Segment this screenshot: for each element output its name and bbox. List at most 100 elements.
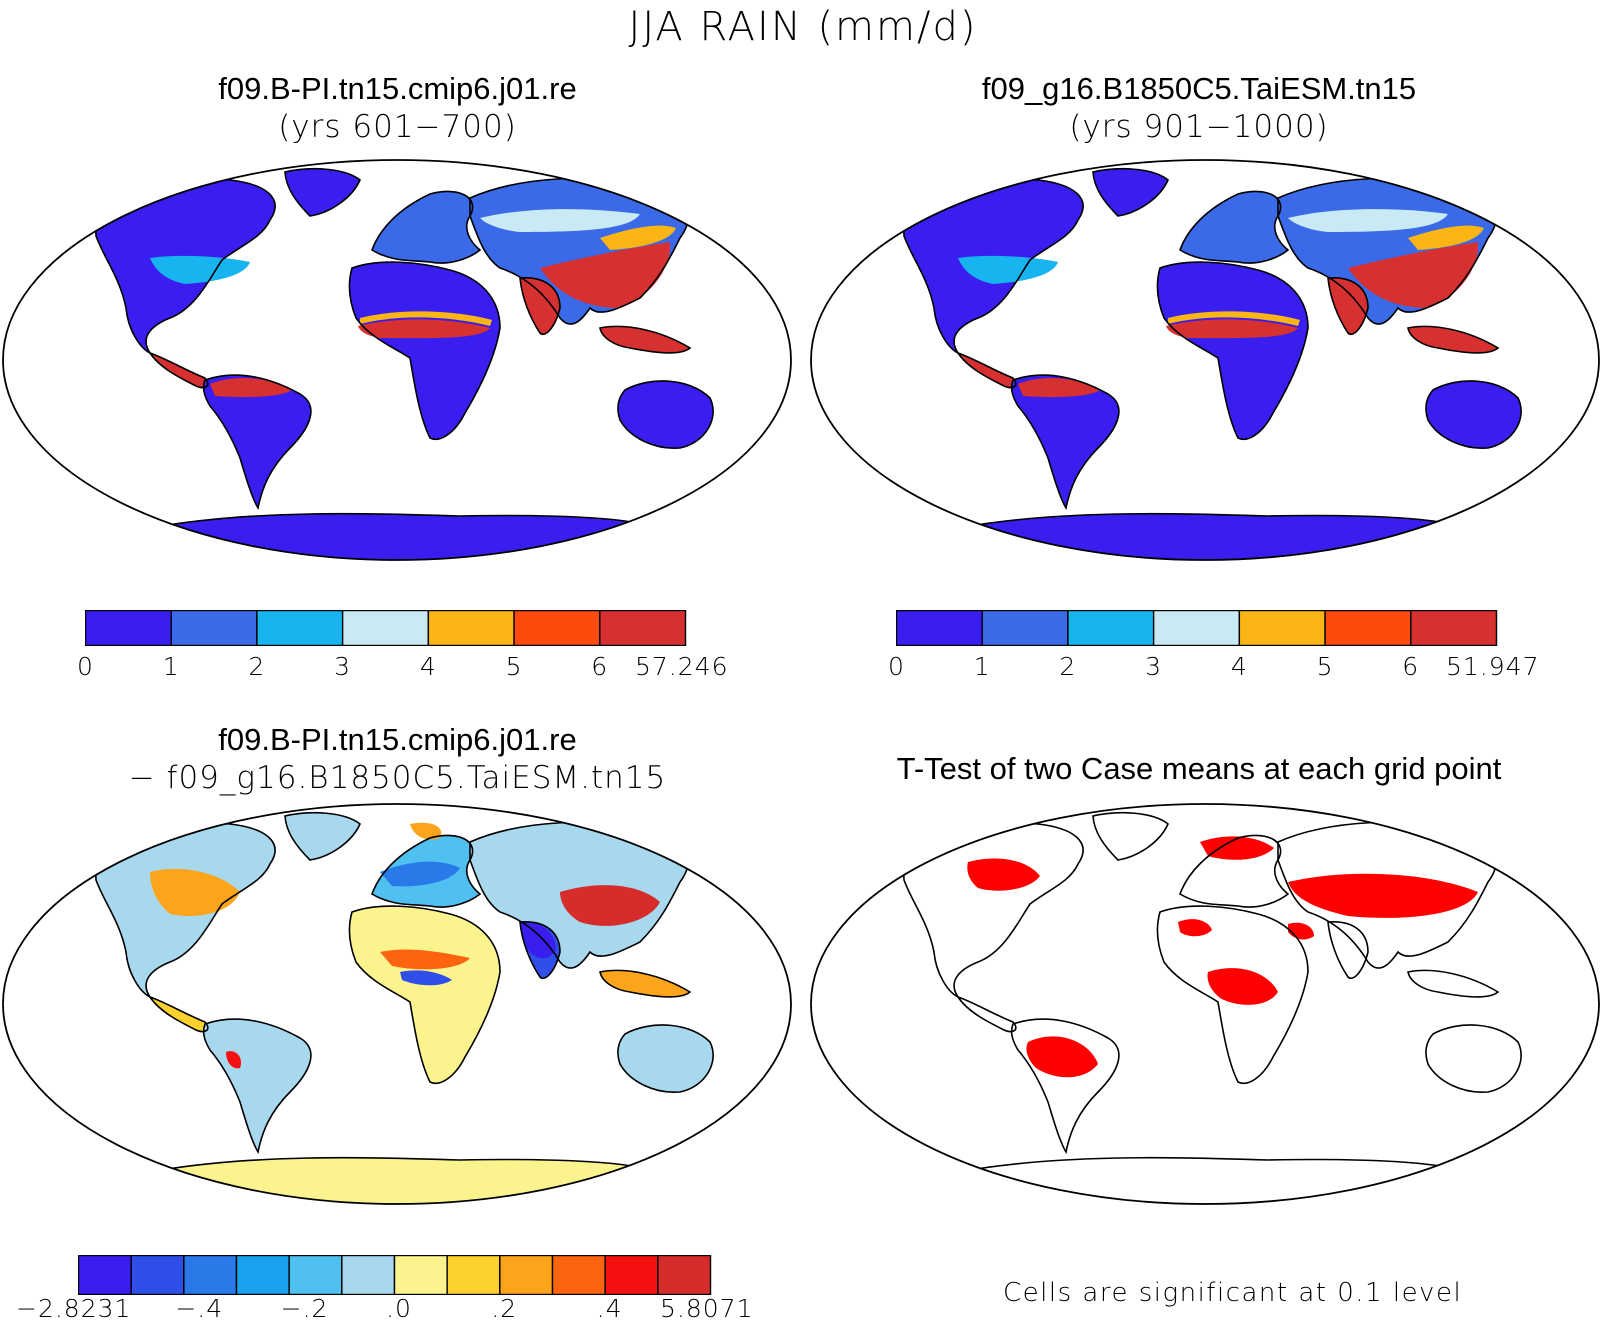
colorbar-bottom-left-box-3	[235, 1255, 290, 1295]
colorbar-top-right	[896, 610, 1498, 646]
map-bottom-left-australia-fill	[617, 1024, 714, 1093]
map-bottom-right-south-america-coast	[1010, 1018, 1120, 1155]
map-bottom-left-india-se-asia-coast	[519, 921, 561, 979]
colorbar-top-left-box-0	[85, 610, 172, 646]
map-bottom-right-maritime-continent-coast	[1407, 969, 1500, 998]
map-bottom-right-india-se-asia-coast	[1327, 921, 1369, 979]
map-top-right-africa-fill	[1157, 262, 1308, 440]
map-top-left-europe-coast	[371, 190, 482, 264]
colorbar-tick-top-left-4: 4	[419, 652, 437, 681]
map-bottom-right-central-america-coast	[956, 995, 1017, 1033]
map-top-left-australia-coast	[617, 380, 714, 449]
colorbar-tick-top-right-4: 4	[1230, 652, 1248, 681]
panel-title-top-left-line2: (yrs 601−700)	[278, 109, 517, 145]
colorbar-top-left-box-1	[170, 610, 258, 646]
map-top-left-south-america-coast	[202, 374, 312, 511]
figure-title: JJA RAIN (mm/d)	[628, 4, 978, 50]
map-bottom-left-south-america-positive	[226, 1051, 242, 1069]
colorbar-bottom-left-box-4	[288, 1255, 343, 1295]
map-top-right-india-se-asia-coast	[1327, 277, 1369, 335]
colorbar-top-right-box-3	[1152, 610, 1241, 646]
map-top-left-india-se-asia-fill	[520, 277, 560, 335]
map-top-right-australia-coast	[1425, 380, 1522, 449]
map-top-right-sahel-rain-fringe	[1168, 311, 1300, 326]
colorbar-bottom-left-box-2	[183, 1255, 238, 1295]
map-top-right-africa-coast	[1156, 261, 1309, 440]
colorbar-tick-top-right-0: 0	[888, 652, 905, 681]
map-top-right-maritime-continent-coast	[1407, 325, 1500, 354]
colorbar-bottom-left-box-8	[499, 1255, 554, 1295]
colorbar-top-right-box-2	[1067, 610, 1155, 646]
panel-title-bottom-left: f09.B-PI.tn15.cmip6.j01.re − f09_g16.B18…	[0, 721, 795, 797]
map-top-left-frame	[2, 159, 792, 561]
colorbar-tick-bottom-left-1: −.4	[175, 1294, 224, 1323]
colorbar-top-left	[85, 610, 687, 646]
panel-title-top-left: f09.B-PI.tn15.cmip6.j01.re (yrs 601−700)	[0, 70, 795, 146]
map-top-left-north-america-wet	[150, 255, 250, 284]
map-bottom-left-africa-fill	[349, 906, 500, 1084]
map-top-left-australia-fill	[617, 380, 714, 449]
colorbar-tick-bottom-left-6: 5.8071	[660, 1294, 754, 1323]
map-bottom-right-north-america-fill	[903, 823, 1084, 997]
map-bottom-left-central-america-coast	[148, 995, 209, 1033]
map-top-right-south-america-coast	[1010, 374, 1120, 511]
map-top-right-europe-fill	[1180, 191, 1288, 264]
colorbar-bottom-left-box-10	[604, 1255, 659, 1295]
colorbar-top-left-box-3	[341, 610, 430, 646]
map-top-right-central-america-coast	[956, 351, 1017, 389]
map-top-right-frame	[810, 159, 1600, 561]
map-bottom-right-greenland-fill	[1093, 812, 1168, 860]
panel-title-bottom-left-line1: f09.B-PI.tn15.cmip6.j01.re	[218, 722, 577, 757]
map-top-right-sahel-rain-band	[1166, 319, 1298, 339]
colorbar-top-left-box-2	[256, 610, 344, 646]
colorbar-bottom-left-box-0	[78, 1255, 132, 1295]
map-bottom-left-scandinavia-positive	[410, 822, 442, 840]
colorbar-bottom-left-box-9	[551, 1255, 606, 1295]
map-bottom-left-central-america-fill	[150, 997, 208, 1032]
map-bottom-right-europe-significant	[1200, 836, 1274, 860]
colorbar-bottom-left-box-11	[657, 1255, 712, 1295]
significance-note: Cells are significant at 0.1 level	[1003, 1278, 1463, 1308]
map-bottom-left-frame	[2, 803, 792, 1205]
map-top-left-greenland-coast	[284, 167, 361, 217]
map-top-left-europe-fill	[372, 191, 480, 264]
map-top-right-east-asia-fringe	[1408, 225, 1484, 250]
map-bottom-left-greenland-coast	[284, 811, 361, 861]
map-top-right-australia-fill	[1425, 380, 1522, 449]
colorbar-bottom-left-box-1	[130, 1255, 185, 1295]
colorbar-tick-top-left-1: 1	[162, 652, 180, 681]
colorbar-ticks-bottom-left: −2.8231 −.4 −.2 .0 .2 .4 5.8071	[16, 1294, 798, 1326]
map-bottom-left-greenland-fill	[285, 812, 360, 860]
map-bottom-left-europe-coast	[371, 834, 482, 908]
map-top-right	[810, 159, 1600, 561]
colorbar-top-left-box-6	[599, 610, 687, 646]
colorbar-tick-top-right-5: 5	[1316, 652, 1334, 681]
map-bottom-right-europe-coast	[1179, 834, 1290, 908]
map-top-right-india-se-asia-fill	[1328, 277, 1368, 335]
colorbar-bottom-left-box-7	[446, 1255, 501, 1295]
colorbar-tick-bottom-left-5: .4	[596, 1294, 623, 1323]
colorbar-tick-top-left-7: 57.246	[635, 652, 729, 681]
map-top-left-india-se-asia-coast	[519, 277, 561, 335]
colorbar-top-right-box-1	[981, 610, 1069, 646]
panel-title-bottom-left-line2: − f09_g16.B1850C5.TaiESM.tn15	[128, 760, 667, 796]
map-top-right-europe-coast	[1179, 190, 1290, 264]
map-top-left-greenland-fill	[285, 168, 360, 216]
colorbar-top-right-box-4	[1238, 610, 1326, 646]
colorbar-bottom-left-box-6	[393, 1255, 448, 1295]
map-top-left-siberia-wet	[480, 209, 640, 232]
map-top-left-south-asia-monsoon	[540, 242, 671, 308]
map-bottom-left-china-positive-anomaly	[560, 885, 660, 926]
map-bottom-right-australia-fill	[1425, 1024, 1522, 1093]
map-top-right-greenland-fill	[1093, 168, 1168, 216]
panel-title-bottom-right: T-Test of two Case means at each grid po…	[795, 750, 1603, 788]
map-bottom-right-amazon-significant	[1026, 1036, 1098, 1078]
map-bottom-right-asia-significant	[1288, 873, 1478, 918]
colorbar-tick-top-left-2: 2	[248, 652, 266, 681]
panel-title-bottom-right-line1: T-Test of two Case means at each grid po…	[896, 751, 1502, 786]
panel-title-top-right: f09_g16.B1850C5.TaiESM.tn15 (yrs 901−100…	[795, 70, 1603, 146]
map-top-right-central-america-fill	[958, 353, 1016, 388]
panel-title-top-left-line1: f09.B-PI.tn15.cmip6.j01.re	[218, 71, 577, 106]
colorbar-tick-top-right-1: 1	[973, 652, 991, 681]
map-bottom-left-maritime-continent-coast	[599, 969, 692, 998]
